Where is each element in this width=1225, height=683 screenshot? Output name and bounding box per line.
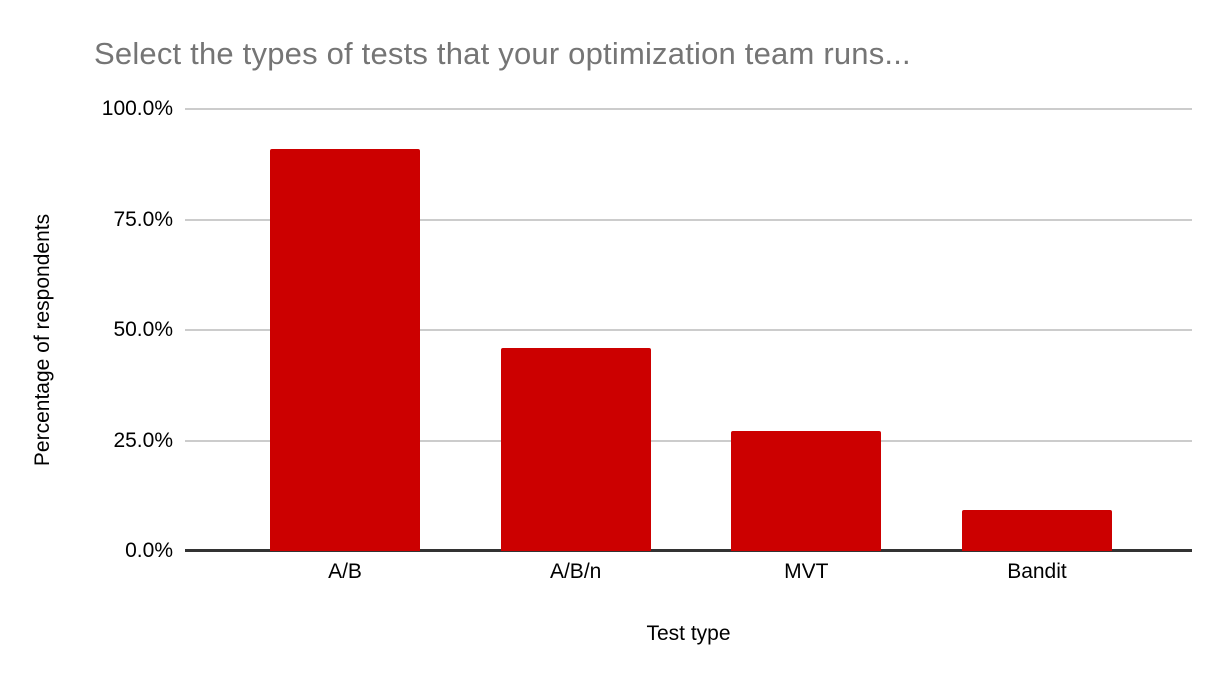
bar-series: [185, 109, 1192, 551]
bar: [961, 510, 1112, 551]
y-axis-title: Percentage of respondents: [31, 213, 54, 467]
y-tick-label: 0.0%: [125, 539, 173, 562]
chart-title: Select the types of tests that your opti…: [94, 36, 911, 71]
gridline: [185, 440, 1192, 442]
gridline: [185, 219, 1192, 221]
x-axis-tick-labels: A/B A/B/n MVT Bandit: [185, 560, 1192, 584]
gridline: [185, 329, 1192, 331]
x-tick-label: A/B: [328, 560, 362, 583]
bar: [731, 431, 882, 551]
y-tick-label: 50.0%: [113, 318, 173, 341]
y-tick-label: 75.0%: [113, 208, 173, 231]
y-tick-label: 100.0%: [101, 97, 173, 120]
gridline: [185, 108, 1192, 110]
x-axis-title: Test type: [646, 622, 731, 645]
x-tick-label: A/B/n: [549, 560, 602, 583]
y-tick-label: 25.0%: [113, 429, 173, 452]
plot-area: [185, 108, 1192, 552]
x-tick-label: MVT: [784, 560, 829, 583]
x-tick-label: Bandit: [1007, 560, 1067, 583]
bar: [500, 348, 651, 551]
bar: [270, 149, 420, 551]
x-axis-line: [185, 549, 1192, 552]
